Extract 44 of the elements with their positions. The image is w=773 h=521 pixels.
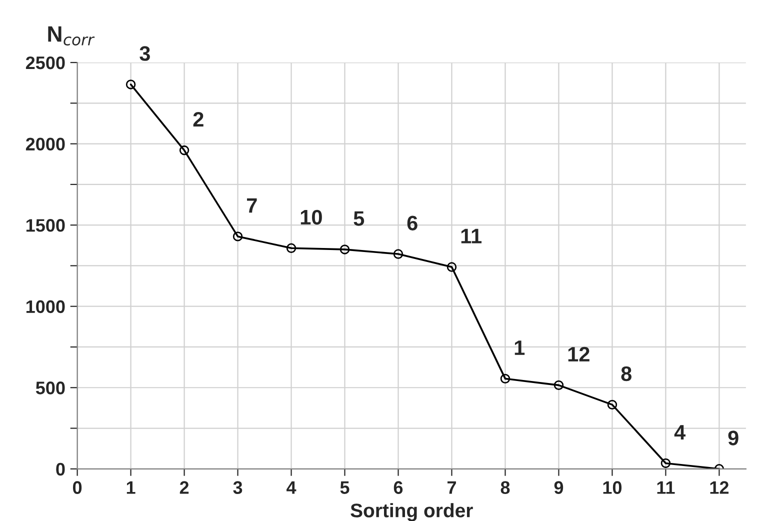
point xyxy=(232,232,243,242)
annotation: 5 xyxy=(354,211,364,226)
point xyxy=(446,262,457,272)
x-tick-label: 8 xyxy=(500,481,510,494)
x-tick-label: 9 xyxy=(554,481,564,494)
annotation: 6 xyxy=(407,216,418,230)
annotation: 10 xyxy=(300,210,322,225)
point xyxy=(286,243,296,254)
y-tick-label: 0 xyxy=(56,462,65,476)
x-tick-label: 5 xyxy=(340,481,350,494)
point xyxy=(554,380,564,390)
annotation: 11 xyxy=(461,228,482,244)
y-axis-title: N$_{corr}$ xyxy=(48,26,95,46)
annotation: 7 xyxy=(247,198,257,213)
x-axis-title: Sorting order xyxy=(350,503,473,521)
x-tick-label: 12 xyxy=(710,481,729,494)
point xyxy=(500,374,510,384)
annotation: 4 xyxy=(674,425,686,440)
point xyxy=(660,458,671,468)
x-tick-label: 0 xyxy=(72,481,82,494)
point xyxy=(393,249,404,259)
x-tick-label: 10 xyxy=(603,481,622,494)
x-tick-label: 3 xyxy=(233,481,242,494)
x-tick-label: 4 xyxy=(286,481,296,494)
y-tick-label: 1000 xyxy=(26,300,65,314)
point xyxy=(126,80,136,90)
point xyxy=(340,244,350,254)
x-tick-label: 7 xyxy=(447,481,456,494)
annotation: 1 xyxy=(514,340,525,355)
annotation: 8 xyxy=(621,366,632,382)
annotation: 3 xyxy=(140,46,150,61)
x-tick-label: 6 xyxy=(394,481,403,494)
y-tick-label: 500 xyxy=(36,382,65,394)
y-tick-label: 2000 xyxy=(26,138,65,151)
y-tick-label: 2500 xyxy=(26,56,65,70)
annotation: 12 xyxy=(568,346,590,362)
annotation: 2 xyxy=(193,112,204,127)
point xyxy=(607,400,618,410)
x-tick-label: 1 xyxy=(126,481,136,494)
annotation: 9 xyxy=(728,430,738,446)
x-tick-label: 2 xyxy=(180,481,189,494)
x-tick-label: 11 xyxy=(657,481,675,494)
point xyxy=(179,145,190,156)
y-tick-label: 1500 xyxy=(26,219,65,232)
